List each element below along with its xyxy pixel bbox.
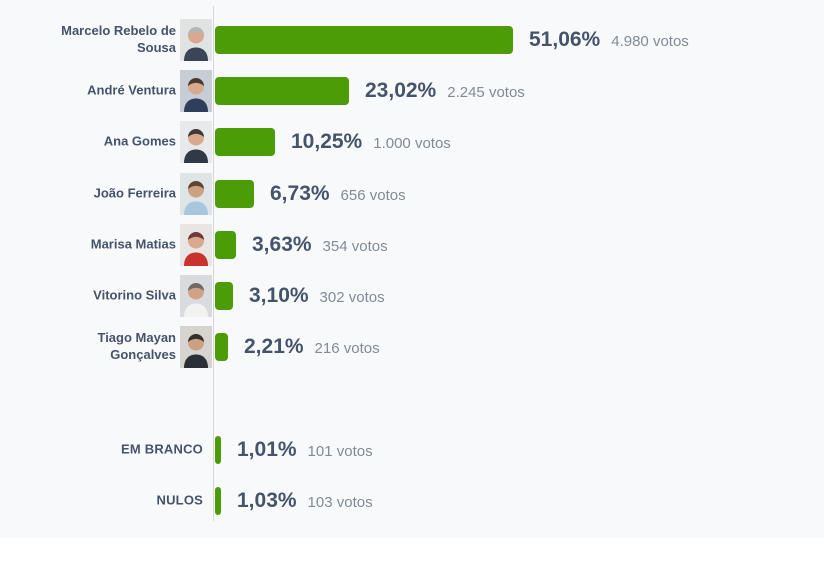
votes-value: 302 votos — [319, 289, 385, 306]
percent-value: 51,06% — [529, 28, 601, 51]
result-row: André Ventura 23,02% 2.245 votos — [0, 65, 824, 117]
votes-value: 4.980 votos — [611, 33, 689, 50]
result-bar — [215, 282, 233, 310]
result-row: João Ferreira 6,73% 656 votos — [0, 168, 824, 220]
result-bar — [215, 333, 228, 362]
result-row: Vitorino Silva 3,10% 302 votos — [0, 270, 824, 322]
candidate-name: Marcelo Rebelo de Sousa — [61, 23, 176, 55]
result-values: 51,06% 4.980 votos — [529, 28, 689, 52]
percent-value: 1,03% — [237, 488, 297, 512]
percent-value: 6,73% — [270, 181, 330, 205]
percent-value: 23,02% — [365, 79, 437, 103]
result-row: Ana Gomes 10,25% 1.000 votos — [0, 116, 824, 168]
candidate-photo — [180, 326, 212, 369]
result-values: 3,10% 302 votos — [249, 284, 385, 308]
result-row: NULOS 1,03% 103 votos — [0, 475, 824, 527]
result-row: Marisa Matias 3,63% 354 votos — [0, 219, 824, 271]
candidate-name: João Ferreira — [93, 185, 176, 201]
percent-value: 3,10% — [249, 284, 309, 307]
result-values: 10,25% 1.000 votos — [291, 130, 451, 154]
votes-value: 101 votos — [307, 442, 373, 460]
result-row: EM BRANCO 1,01% 101 votos — [0, 424, 824, 476]
votes-value: 656 votos — [340, 186, 406, 204]
result-values: 2,21% 216 votos — [244, 335, 380, 359]
candidate-photo — [180, 70, 212, 113]
candidate-photo — [180, 121, 212, 164]
result-row: Marcelo Rebelo de Sousa 51,06% 4.980 votos — [0, 14, 824, 66]
votes-value: 1.000 votos — [373, 135, 451, 153]
result-bar — [215, 230, 236, 259]
result-values: 1,03% 103 votos — [237, 489, 373, 513]
axis-line — [213, 6, 214, 521]
result-bar — [215, 486, 221, 515]
candidate-name: EM BRANCO — [121, 441, 203, 457]
candidate-name: Marisa Matias — [90, 236, 176, 252]
candidate-name: André Ventura — [87, 82, 176, 98]
votes-value: 216 votos — [314, 340, 380, 358]
result-bar — [215, 77, 349, 106]
result-bar — [215, 435, 221, 464]
result-values: 1,01% 101 votos — [237, 438, 373, 462]
result-values: 3,63% 354 votos — [252, 233, 388, 257]
percent-value: 1,01% — [237, 437, 297, 461]
candidate-name: Vitorino Silva — [93, 287, 176, 303]
result-bar — [215, 179, 254, 208]
candidate-photo — [180, 223, 212, 266]
candidate-name: Tiago Mayan Gonçalves — [97, 330, 176, 363]
result-values: 23,02% 2.245 votos — [365, 79, 525, 103]
result-row: Tiago Mayan Gonçalves 2,21% 216 votos — [0, 321, 824, 373]
result-values: 6,73% 656 votos — [270, 182, 406, 206]
candidate-photo — [180, 275, 212, 317]
candidate-photo — [180, 19, 212, 61]
candidate-name: NULOS — [156, 492, 203, 508]
percent-value: 2,21% — [244, 335, 304, 359]
result-bar — [215, 26, 513, 54]
votes-value: 354 votos — [322, 237, 388, 255]
candidate-name: Ana Gomes — [103, 133, 176, 149]
result-bar — [215, 128, 275, 157]
votes-value: 2.245 votos — [447, 84, 525, 102]
percent-value: 3,63% — [252, 232, 312, 256]
percent-value: 10,25% — [291, 130, 363, 154]
chart-area: Marcelo Rebelo de Sousa 51,06% 4.980 votos… — [0, 6, 824, 527]
candidate-photo — [180, 172, 212, 215]
votes-value: 103 votos — [307, 493, 373, 511]
